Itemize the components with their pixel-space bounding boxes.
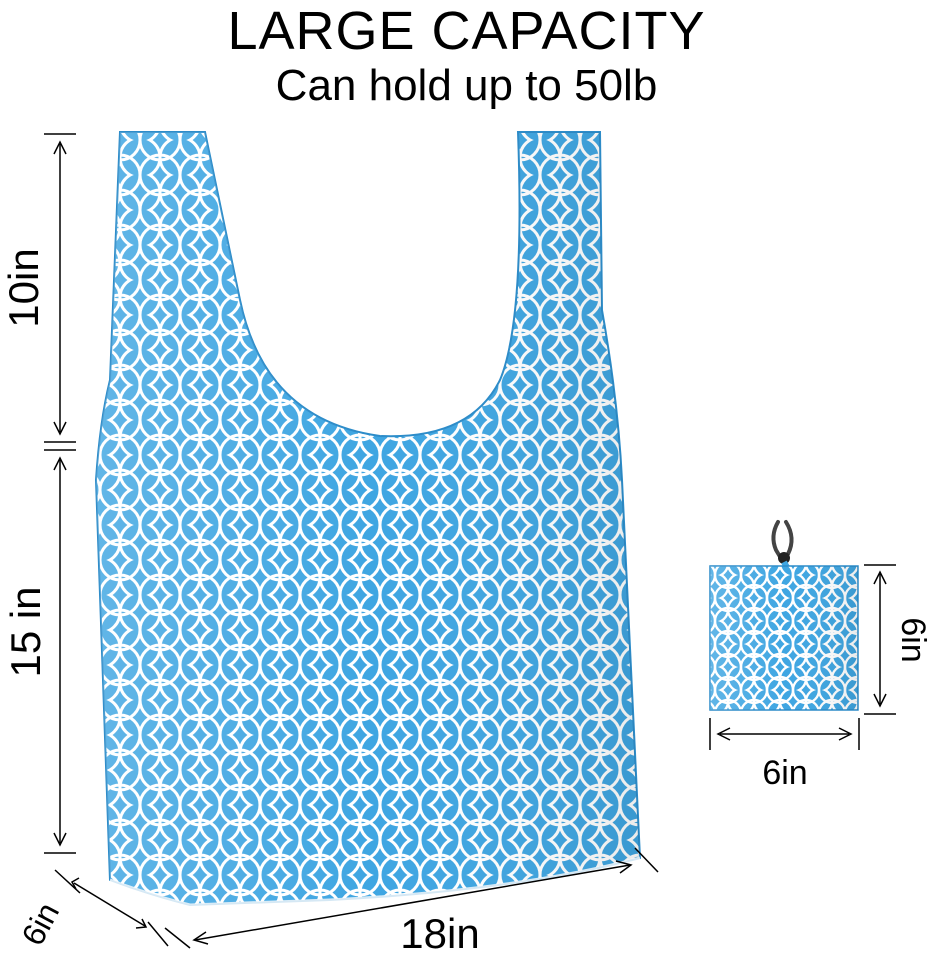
subheadline: Can hold up to 50lb xyxy=(275,61,658,110)
headline: LARGE CAPACITY xyxy=(227,1,706,61)
pouch-width-dimension xyxy=(709,718,860,750)
pouch-height-dimension xyxy=(864,564,896,715)
pouch-height-label: 6in xyxy=(894,617,932,662)
carabiner-clip-icon xyxy=(771,520,794,562)
depth-label: 6in xyxy=(14,897,66,952)
body-height-label: 15 in xyxy=(2,586,49,677)
width-dimension xyxy=(164,847,659,949)
depth-dimension xyxy=(54,869,169,947)
pouch-width-label: 6in xyxy=(762,754,807,792)
handle-height-label: 10in xyxy=(0,248,47,327)
tote-bag xyxy=(94,131,642,907)
body-height-dimension xyxy=(44,449,76,854)
bag-shading xyxy=(96,132,640,905)
bag-bottom-edge xyxy=(109,856,641,907)
width-label: 18in xyxy=(400,910,479,957)
handle-height-dimension xyxy=(44,133,76,443)
folded-pouch xyxy=(709,520,859,711)
